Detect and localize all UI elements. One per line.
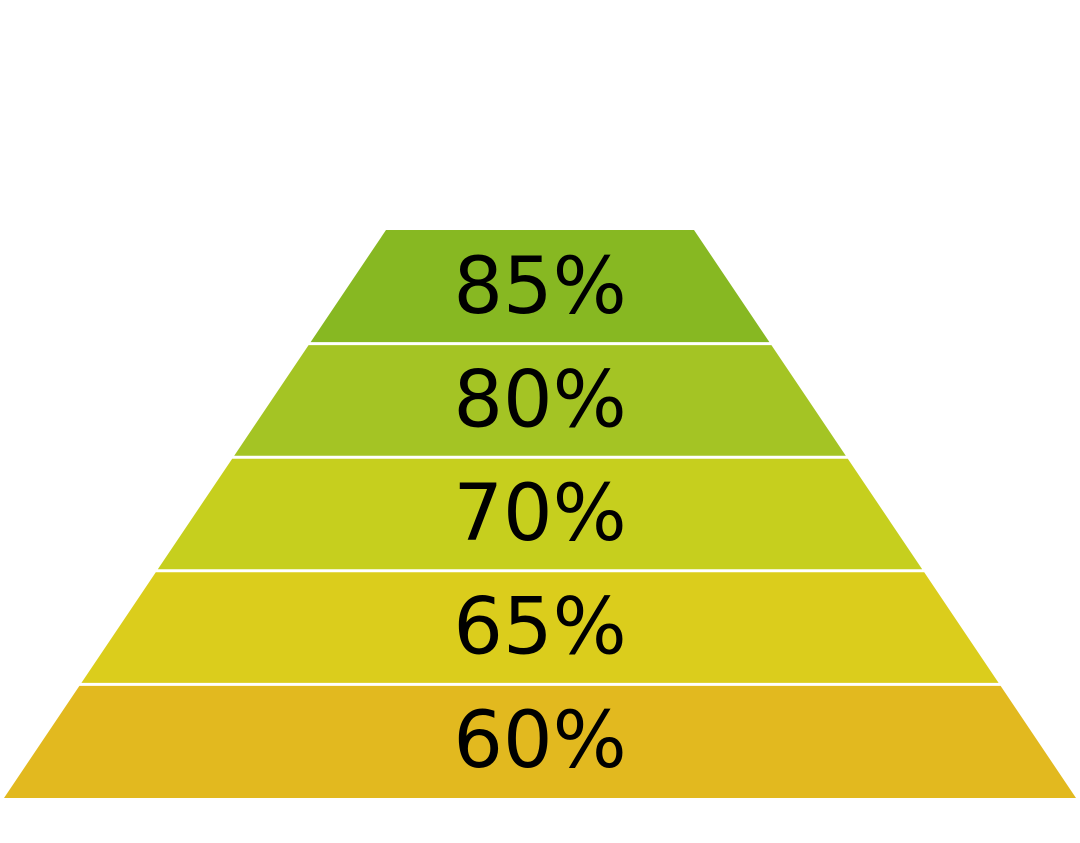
pyramid-level-2 xyxy=(234,345,846,456)
pyramid-level-4-label: 65% xyxy=(453,583,626,673)
pyramid-level-5-label: 60% xyxy=(453,696,626,786)
pyramid-level-5 xyxy=(4,685,1076,798)
pyramid-level-4 xyxy=(81,572,999,683)
pyramid-level-1-label: 85% xyxy=(453,242,626,332)
pyramid-level-1 xyxy=(310,230,770,343)
pyramid-level-3 xyxy=(157,458,923,570)
pyramid-level-3-label: 70% xyxy=(453,469,626,559)
pyramid-level-2-label: 80% xyxy=(453,355,626,445)
